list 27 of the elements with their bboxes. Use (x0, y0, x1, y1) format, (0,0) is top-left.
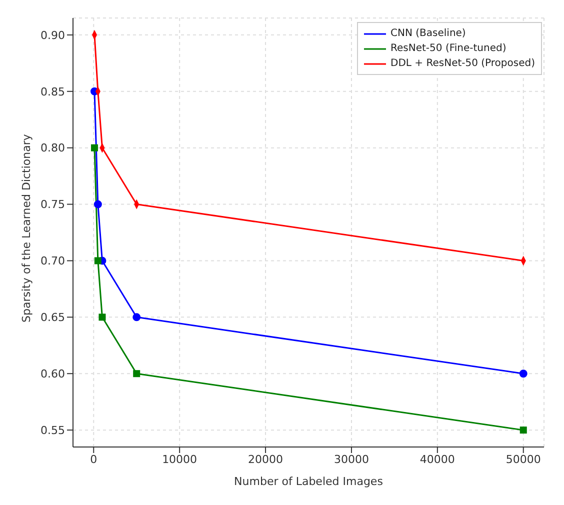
point (132, 313, 141, 322)
y-tick-label: 0.90 (40, 28, 65, 42)
legend-label: CNN (Baseline) (390, 27, 466, 41)
y-tick-label: 0.60 (40, 368, 65, 381)
y-tick-label: 0.70 (40, 254, 65, 268)
point (519, 370, 528, 378)
y-tick-label: 0.75 (40, 198, 65, 212)
legend-label: DDL + ResNet-50 (Proposed) (390, 57, 535, 71)
point (133, 370, 140, 378)
point (520, 426, 527, 434)
x-tick-label: 10000 (162, 452, 198, 466)
x-tick-label: 40000 (420, 452, 455, 466)
legend-label: ResNet-50 (Fine-tuned) (390, 42, 506, 56)
point (98, 314, 106, 321)
point (94, 257, 102, 264)
point (90, 144, 98, 152)
x-axis-title: Number of Labeled Images (234, 475, 384, 488)
y-axis-title: Sparsity of the Learned Dictionary (20, 134, 33, 322)
x-tick-label: 30000 (334, 452, 369, 466)
point (94, 200, 102, 208)
y-tick-label: 0.65 (40, 311, 65, 324)
x-tick-label: 0 (90, 452, 98, 466)
y-tick-label: 0.80 (40, 142, 65, 155)
x-tick-label: 50000 (506, 452, 541, 466)
y-tick-label: 0.55 (40, 424, 65, 437)
x-tick-label: 20000 (248, 452, 284, 466)
y-tick-label: 0.85 (40, 85, 65, 98)
